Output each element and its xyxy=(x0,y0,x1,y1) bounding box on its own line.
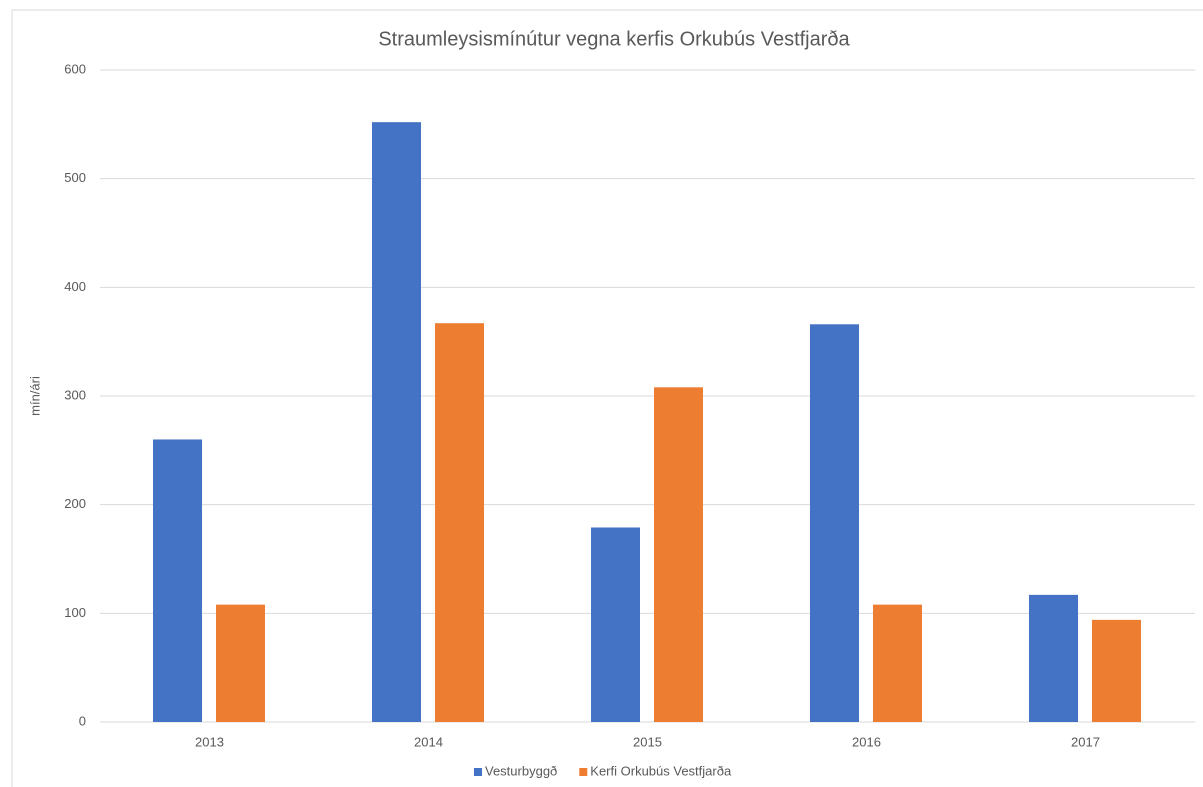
y-tick-label: 200 xyxy=(64,496,86,511)
x-tick-label: 2014 xyxy=(414,734,443,749)
y-axis-label: mín/ári xyxy=(27,376,42,416)
bar xyxy=(435,323,484,722)
legend-label: Kerfi Orkubús Vestfjarða xyxy=(590,763,732,778)
x-tick-label: 2016 xyxy=(852,734,881,749)
y-tick-label: 300 xyxy=(64,387,86,402)
legend-swatch xyxy=(474,768,482,776)
y-tick-label: 500 xyxy=(64,170,86,185)
bar xyxy=(216,604,265,722)
bar xyxy=(1029,594,1078,722)
x-tick-label: 2015 xyxy=(633,734,662,749)
y-tick-label: 400 xyxy=(64,279,86,294)
legend-label: Vesturbyggð xyxy=(485,763,557,778)
y-tick-label: 100 xyxy=(64,605,86,620)
x-tick-label: 2017 xyxy=(1071,734,1100,749)
legend-swatch xyxy=(579,768,588,776)
bar xyxy=(372,122,421,722)
y-tick-label: 0 xyxy=(79,713,86,728)
bar xyxy=(810,324,859,722)
chart-title: Straumleysismínútur vegna kerfis Orkubús… xyxy=(378,28,850,50)
x-tick-label: 2013 xyxy=(195,734,224,749)
bar xyxy=(591,527,640,722)
bar xyxy=(873,604,922,722)
y-tick-label: 600 xyxy=(64,61,86,76)
bar xyxy=(153,439,202,722)
bar xyxy=(1092,619,1141,722)
bar xyxy=(654,387,703,722)
